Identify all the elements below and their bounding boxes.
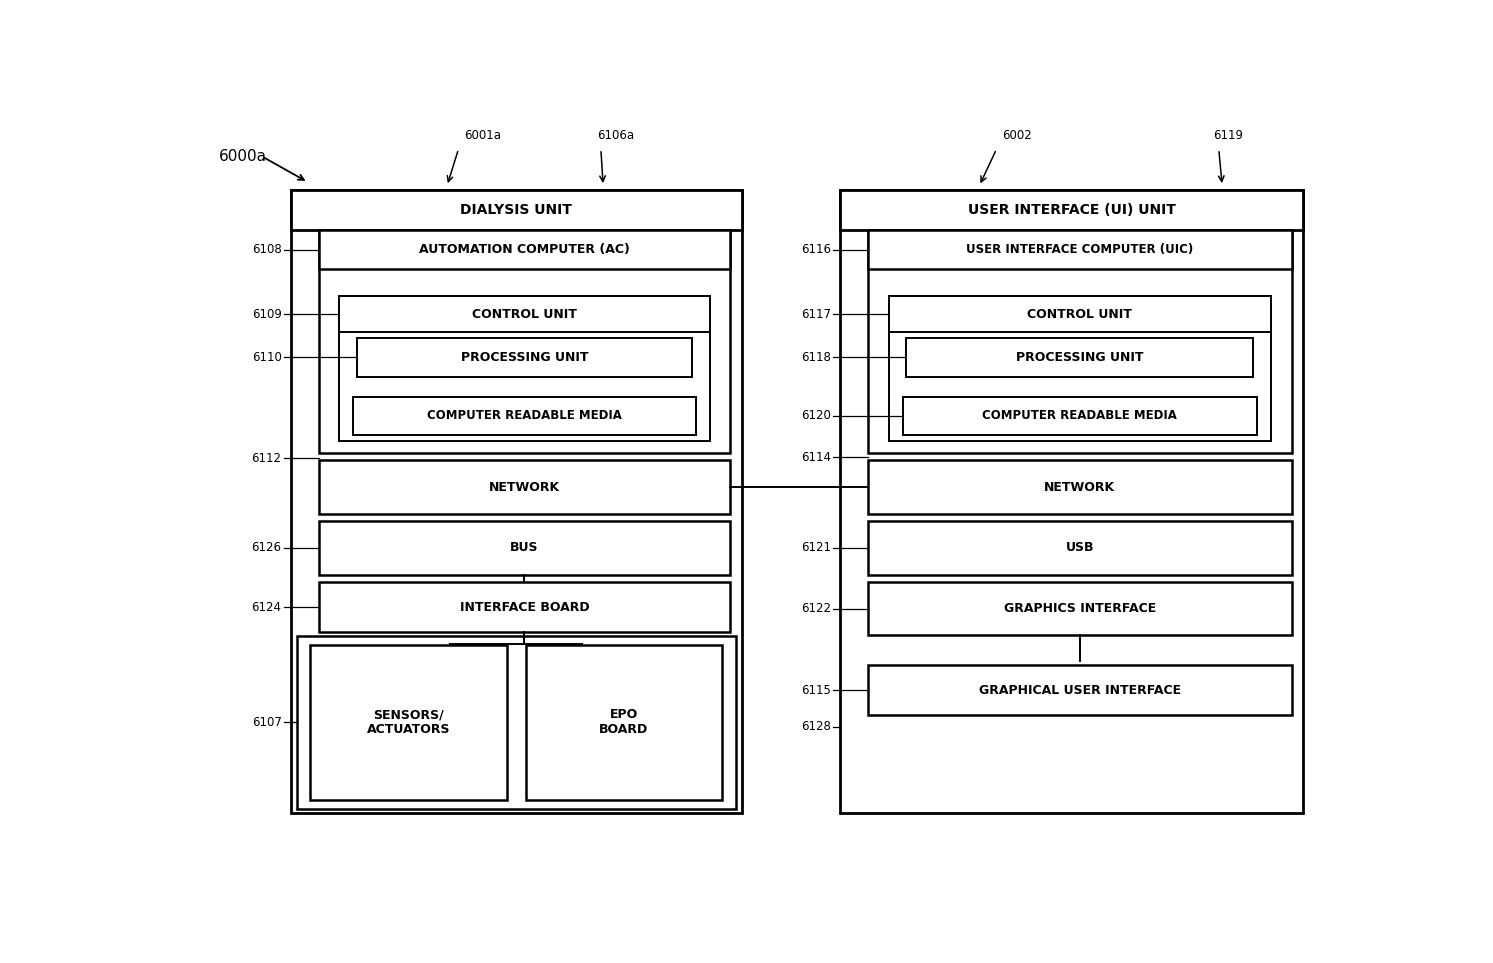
Bar	[867, 521, 1291, 575]
Text: CONTROL UNIT: CONTROL UNIT	[1027, 308, 1132, 321]
Bar	[867, 460, 1291, 513]
Bar	[526, 645, 723, 800]
Text: 6118: 6118	[802, 351, 832, 364]
Text: USB: USB	[1066, 541, 1094, 555]
Text: EPO
BOARD: EPO BOARD	[599, 709, 648, 737]
Text: INTERFACE BOARD: INTERFACE BOARD	[460, 601, 590, 613]
Text: PROCESSING UNIT: PROCESSING UNIT	[461, 351, 588, 364]
Bar	[297, 637, 736, 809]
Text: 6000a: 6000a	[219, 149, 267, 164]
Bar	[841, 190, 1303, 813]
Text: 6108: 6108	[252, 244, 282, 256]
Text: PROCESSING UNIT: PROCESSING UNIT	[1017, 351, 1144, 364]
Text: 6110: 6110	[252, 351, 282, 364]
Text: 6117: 6117	[802, 308, 832, 321]
Text: 6002: 6002	[1002, 128, 1032, 142]
Bar	[867, 665, 1291, 716]
Text: 6001a: 6001a	[464, 128, 502, 142]
Text: 6128: 6128	[802, 720, 832, 733]
Bar	[311, 645, 508, 800]
Text: 6109: 6109	[252, 308, 282, 321]
Text: DIALYSIS UNIT: DIALYSIS UNIT	[460, 203, 572, 217]
Text: 6126: 6126	[251, 541, 282, 555]
Bar	[867, 230, 1291, 269]
Text: COMPUTER READABLE MEDIA: COMPUTER READABLE MEDIA	[982, 409, 1178, 423]
Bar	[291, 190, 742, 230]
Text: 6112: 6112	[251, 452, 282, 464]
Bar	[318, 582, 730, 633]
Text: NETWORK: NETWORK	[488, 481, 560, 494]
Text: COMPUTER READABLE MEDIA: COMPUTER READABLE MEDIA	[427, 409, 623, 423]
Text: 6119: 6119	[1212, 128, 1244, 142]
Text: BUS: BUS	[511, 541, 539, 555]
Bar	[318, 230, 730, 269]
Text: 6124: 6124	[251, 601, 282, 613]
Text: 6122: 6122	[802, 602, 832, 615]
Bar	[318, 521, 730, 575]
Text: USER INTERFACE COMPUTER (UIC): USER INTERFACE COMPUTER (UIC)	[966, 244, 1193, 256]
Text: GRAPHICAL USER INTERFACE: GRAPHICAL USER INTERFACE	[979, 684, 1181, 696]
Bar	[291, 190, 742, 813]
Bar	[318, 460, 730, 513]
Bar	[888, 297, 1271, 332]
Text: 6107: 6107	[252, 716, 282, 729]
Text: USER INTERFACE (UI) UNIT: USER INTERFACE (UI) UNIT	[967, 203, 1175, 217]
Bar	[906, 338, 1254, 377]
Bar	[903, 397, 1257, 435]
Bar	[357, 338, 693, 377]
Text: AUTOMATION COMPUTER (AC): AUTOMATION COMPUTER (AC)	[420, 244, 630, 256]
Bar	[339, 297, 709, 332]
Text: NETWORK: NETWORK	[1044, 481, 1115, 494]
Text: 6120: 6120	[802, 409, 832, 423]
Text: GRAPHICS INTERFACE: GRAPHICS INTERFACE	[1003, 602, 1156, 615]
Text: SENSORS/
ACTUATORS: SENSORS/ ACTUATORS	[367, 709, 451, 737]
Bar	[841, 190, 1303, 230]
Text: 6114: 6114	[802, 451, 832, 464]
Text: 6106a: 6106a	[597, 128, 635, 142]
Text: 6115: 6115	[802, 684, 832, 696]
Bar	[888, 297, 1271, 441]
Bar	[867, 582, 1291, 636]
Bar	[339, 297, 709, 441]
Text: 6121: 6121	[802, 541, 832, 555]
Text: CONTROL UNIT: CONTROL UNIT	[472, 308, 576, 321]
Bar	[318, 230, 730, 453]
Bar	[354, 397, 696, 435]
Bar	[867, 230, 1291, 453]
Text: 6116: 6116	[802, 244, 832, 256]
